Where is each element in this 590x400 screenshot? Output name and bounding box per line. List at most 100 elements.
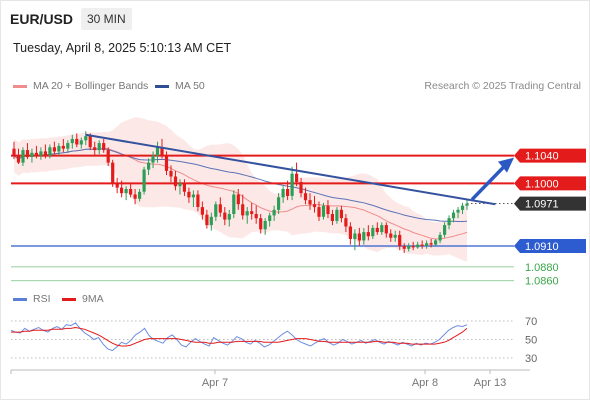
rsi-axis-label: 70 [525, 316, 537, 328]
candle-body [214, 204, 218, 217]
candle-body [434, 240, 438, 245]
candle-body [348, 226, 352, 239]
candle-body [245, 211, 249, 216]
candle-body [281, 189, 285, 198]
candle-body [12, 148, 16, 156]
ma9-swatch-icon [62, 297, 76, 301]
candle-body [155, 147, 160, 156]
candle-body [380, 225, 384, 233]
timestamp: Tuesday, April 8, 2025 5:10:13 AM CET [13, 41, 232, 55]
price-tag-text: 1.0880 [525, 262, 559, 274]
candle-body [344, 218, 348, 227]
legend-label: MA 20 + Bollinger Bands [33, 80, 149, 92]
candle-body [420, 244, 424, 246]
x-tick-label: Apr 8 [412, 377, 438, 389]
candle-body [438, 234, 442, 241]
legend-item-rsi: RSI [13, 293, 51, 305]
candle-body [97, 143, 101, 151]
price-tag-text: 1.0910 [525, 241, 559, 253]
candle-body [182, 183, 186, 192]
candle-body [447, 218, 451, 226]
candle-body [102, 143, 106, 151]
candle-body [52, 147, 56, 152]
x-tick-label: Apr 13 [474, 377, 506, 389]
candle-body [79, 140, 83, 145]
candle-body [263, 221, 267, 230]
candle-body [353, 233, 357, 240]
candle-body [200, 207, 204, 215]
candle-body [39, 151, 43, 156]
candle-body [187, 191, 191, 198]
candle-body [169, 170, 173, 177]
candle-body [393, 234, 397, 238]
candle-body [205, 214, 209, 226]
candle-body [451, 212, 456, 219]
candle-body [191, 194, 195, 198]
x-tick-label: Apr 7 [202, 377, 228, 389]
price-label-support_minor: 1.0880 [525, 262, 559, 274]
interval-badge[interactable]: 30 MIN [81, 8, 132, 30]
candle-body [460, 205, 465, 210]
price-tag-box [514, 238, 586, 253]
legend-label: RSI [33, 293, 51, 305]
candle-body [70, 138, 74, 144]
candle-body [366, 232, 370, 237]
candle-body [290, 173, 294, 196]
legend-item-9ma: 9MA [62, 293, 104, 305]
candle-body [268, 215, 272, 221]
candle-body [375, 227, 379, 233]
candle-body [312, 204, 317, 208]
legend-item-ma20-bollinger: MA 20 + Bollinger Bands [13, 80, 148, 92]
price-tag-text: 1.1000 [525, 178, 559, 190]
credit-text: Research © 2025 Trading Central [424, 80, 581, 92]
ma20-swatch-icon [13, 84, 27, 88]
candle-body [30, 152, 34, 157]
candle-body [164, 155, 169, 171]
candle-body [416, 244, 420, 248]
candle-body [389, 233, 393, 238]
candle-body [299, 182, 303, 194]
candle-body [34, 152, 38, 156]
legend-item-ma50: MA 50 [155, 80, 205, 92]
candle-body [330, 214, 334, 221]
candle-body [21, 150, 25, 163]
candle-body [335, 209, 339, 221]
candle-body [173, 176, 178, 187]
rsi-9ma-line [11, 326, 468, 347]
candle-body [456, 209, 460, 213]
candle-body [259, 218, 263, 230]
rsi-line [10, 322, 468, 352]
price-label-support: 1.0910 [514, 238, 586, 253]
downtrend-line [85, 133, 496, 206]
candle-body [66, 143, 70, 149]
ma50-swatch-icon [155, 84, 169, 88]
candle-body [241, 204, 245, 216]
legend-label: 9MA [82, 293, 104, 305]
price-tag-box [514, 148, 586, 163]
price-tag-box [514, 196, 586, 211]
price-tag-text: 1.1040 [525, 151, 559, 163]
rsi-axis-label: 50 [525, 335, 537, 347]
ma50-line [13, 148, 468, 222]
candle-body [138, 191, 142, 199]
candle-body [272, 209, 276, 216]
price-label-resistance: 1.1000 [514, 176, 586, 191]
forecast-arrowhead-icon [498, 157, 514, 173]
candle-body [277, 197, 281, 210]
candle-body [465, 203, 469, 206]
candle-body [147, 162, 151, 170]
candle-body [133, 194, 137, 199]
pair-title: EUR/USD [10, 11, 74, 27]
candle-body [232, 194, 236, 214]
candle-body [411, 246, 415, 248]
candle-body [25, 150, 30, 158]
candle-body [227, 214, 231, 220]
candle-body [443, 225, 447, 235]
candle-body [106, 150, 110, 163]
candle-body [362, 232, 366, 241]
candle-body [254, 214, 258, 219]
price-tag-text: 1.0971 [525, 199, 559, 211]
candle-body [111, 162, 115, 184]
price-tag-box [514, 176, 586, 191]
legend-label: MA 50 [175, 80, 205, 92]
